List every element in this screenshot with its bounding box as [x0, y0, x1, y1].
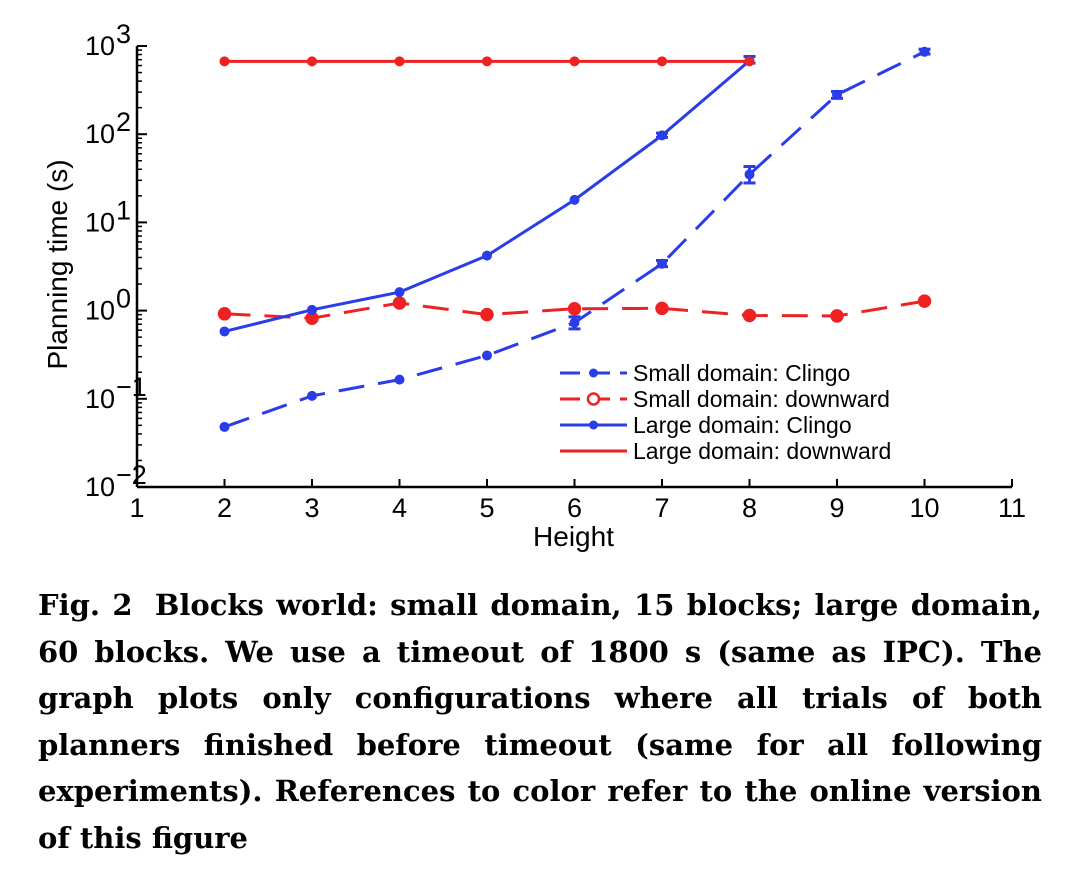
series-line: [224, 59, 751, 333]
x-tick-label: 10: [909, 493, 939, 523]
y-tick-label: 10: [85, 472, 115, 502]
series-large-domain-downward: [219, 56, 755, 67]
y-tick-exponent: 2: [116, 107, 131, 137]
x-tick-label: 11: [998, 493, 1026, 523]
data-point: [657, 258, 667, 269]
data-point: [917, 294, 932, 308]
x-tick-label: 3: [304, 493, 319, 523]
data-point: [744, 56, 755, 67]
y-tick-label: 10: [85, 296, 115, 326]
y-axis-label: Planning time (s): [42, 159, 73, 369]
figure-caption: Fig. 2 Blocks world: small domain, 15 bl…: [38, 582, 1042, 861]
data-point: [394, 56, 405, 67]
legend-marker: [586, 392, 601, 406]
data-point: [219, 326, 230, 337]
y-tick-label: 10: [85, 207, 115, 237]
data-point: [569, 317, 580, 328]
legend-entry-label: Large domain: Clingo: [633, 412, 852, 438]
data-point: [392, 296, 407, 310]
data-point: [394, 287, 405, 298]
x-tick-label: 9: [829, 493, 844, 523]
legend-entry-label: Small domain: Clingo: [633, 360, 850, 386]
data-point: [657, 130, 667, 141]
series-small-domain-clingo: [219, 46, 931, 432]
data-point: [480, 307, 494, 322]
data-point: [567, 301, 582, 316]
series-large-domain-clingo: [219, 55, 756, 337]
y-tick-label: 10: [85, 119, 115, 149]
data-point: [482, 56, 492, 67]
data-point: [307, 304, 317, 315]
legend-entry-label: Small domain: downward: [633, 386, 890, 412]
x-tick-label: 8: [742, 493, 757, 523]
data-point: [217, 307, 232, 321]
data-point: [219, 56, 230, 67]
data-point: [919, 46, 930, 57]
data-point: [832, 89, 842, 100]
data-point: [394, 374, 405, 385]
y-tick-exponent: 3: [116, 19, 131, 49]
figure-number: Fig. 2: [38, 588, 133, 622]
data-point: [742, 308, 757, 323]
series-layer: [217, 46, 932, 432]
data-point: [307, 56, 317, 67]
x-tick-label: 6: [567, 493, 582, 523]
data-point: [482, 350, 492, 361]
y-tick-exponent: −2: [116, 460, 147, 490]
x-tick-label: 2: [217, 493, 232, 523]
caption-text: Blocks world: small domain, 15 blocks; l…: [38, 588, 1042, 855]
legend-marker: [589, 420, 598, 430]
data-point: [569, 194, 580, 205]
data-point: [744, 169, 755, 180]
y-tick-exponent: 1: [116, 195, 131, 225]
x-tick-label: 5: [479, 493, 494, 523]
y-tick-label: 10: [85, 31, 115, 61]
data-point: [307, 390, 317, 401]
x-axis-label: Height: [533, 521, 614, 552]
data-point: [657, 56, 667, 67]
data-point: [482, 250, 492, 261]
series-small-domain-downward: [217, 294, 932, 325]
x-tick-label: 7: [654, 493, 669, 523]
data-point: [655, 301, 669, 316]
y-tick-label: 10: [85, 384, 115, 414]
y-tick-exponent: 0: [116, 284, 131, 314]
legend-entry-label: Large domain: downward: [633, 438, 891, 464]
x-tick-label: 1: [129, 493, 144, 523]
data-point: [830, 309, 844, 323]
legend-marker: [589, 368, 598, 378]
x-tick-label: 4: [392, 493, 407, 523]
data-point: [219, 421, 230, 432]
data-point: [569, 56, 580, 67]
y-tick-exponent: −1: [116, 372, 147, 402]
